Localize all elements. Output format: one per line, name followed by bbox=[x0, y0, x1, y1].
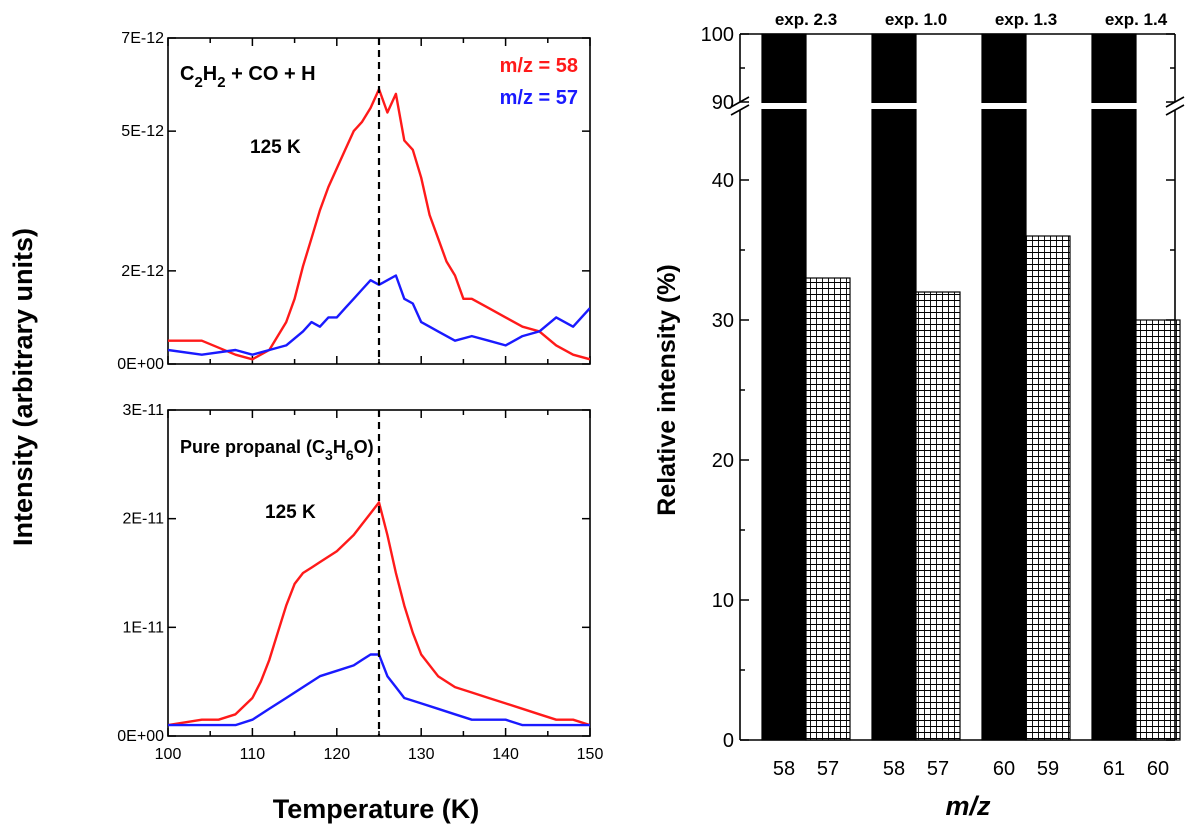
bottom-xtick-label: 150 bbox=[577, 746, 604, 763]
bottom-peak-temp-label: 125 K bbox=[265, 502, 316, 523]
axis-break-gap bbox=[728, 103, 1187, 109]
bar-59 bbox=[1025, 235, 1071, 741]
bottom-ytick-label: 2E-11 bbox=[122, 511, 164, 528]
bar-category-label: 58 bbox=[773, 758, 795, 780]
top-ytick-label: 5E-12 bbox=[121, 123, 164, 140]
bar-58 bbox=[871, 33, 917, 741]
bottom-ytick-label: 1E-11 bbox=[122, 619, 164, 636]
bar-57 bbox=[805, 277, 851, 741]
exp-label: exp. 1.3 bbox=[995, 10, 1057, 29]
top-left-chart: 0E+00 2E-12 5E-12 7E-12 C2H2 + CO + H 125 K… bbox=[117, 30, 591, 373]
bottom-xtick-label: 110 bbox=[240, 746, 266, 763]
bottom-xtick-label: 140 bbox=[492, 746, 519, 763]
axis-break-mark bbox=[1165, 104, 1185, 116]
bottom-ytick-label: 3E-11 bbox=[122, 402, 164, 419]
top-species-label: C2H2 + CO + H bbox=[180, 63, 316, 91]
bar-ytick-label: 10 bbox=[712, 590, 734, 612]
bar-ytick-label: 30 bbox=[712, 310, 734, 332]
exp-label: exp. 2.3 bbox=[775, 10, 837, 29]
exp-label: exp. 1.4 bbox=[1105, 10, 1168, 29]
bar-category-label: 60 bbox=[993, 758, 1015, 780]
bar-58 bbox=[761, 33, 807, 741]
bottom-series-line bbox=[168, 501, 590, 727]
bottom-xtick-label: 130 bbox=[408, 746, 435, 763]
bar-category-label: 60 bbox=[1147, 758, 1169, 780]
bar-57 bbox=[915, 291, 961, 741]
right-bar-chart: Relative intensity (%) m/z 0 10 20 30 40 90 10… bbox=[653, 10, 1187, 821]
bar-60 bbox=[981, 33, 1027, 741]
top-ytick-label: 7E-12 bbox=[121, 30, 164, 47]
bar-category-label: 61 bbox=[1103, 758, 1125, 780]
bar-y-label: Relative intensity (%) bbox=[653, 264, 681, 515]
shared-x-label: Temperature (K) bbox=[273, 794, 480, 824]
bar-category-label: 57 bbox=[927, 758, 949, 780]
bar-ytick-label: 20 bbox=[712, 450, 734, 472]
top-series-line bbox=[168, 87, 590, 361]
bottom-ytick-label: 0E+00 bbox=[117, 728, 164, 745]
bar-category-label: 57 bbox=[817, 758, 839, 780]
legend-mz58: m/z = 58 bbox=[500, 55, 578, 77]
legend-mz57: m/z = 57 bbox=[500, 87, 578, 109]
bottom-xtick-label: 100 bbox=[155, 746, 182, 763]
bottom-species-label: Pure propanal (C3H6O) bbox=[180, 437, 374, 463]
top-ytick-label: 0E+00 bbox=[117, 356, 164, 373]
exp-label: exp. 1.0 bbox=[885, 10, 947, 29]
bar-category-label: 58 bbox=[883, 758, 905, 780]
bottom-xtick-label: 120 bbox=[323, 746, 350, 763]
top-series-line bbox=[168, 274, 590, 356]
bar-x-label: m/z bbox=[945, 791, 991, 821]
bottom-series-line bbox=[168, 653, 590, 727]
top-ytick-label: 2E-12 bbox=[121, 263, 164, 280]
shared-y-label: Intensity (arbitrary units) bbox=[8, 228, 38, 546]
bar-ytick-label: 100 bbox=[701, 24, 734, 46]
bar-ytick-label: 0 bbox=[723, 730, 734, 752]
axis-break-mark bbox=[730, 104, 750, 116]
bar-61 bbox=[1091, 33, 1137, 741]
bar-category-label: 59 bbox=[1037, 758, 1059, 780]
top-peak-temp-label: 125 K bbox=[250, 137, 301, 158]
bar-ytick-label: 40 bbox=[712, 170, 734, 192]
bar-ytick-label: 90 bbox=[712, 92, 734, 114]
